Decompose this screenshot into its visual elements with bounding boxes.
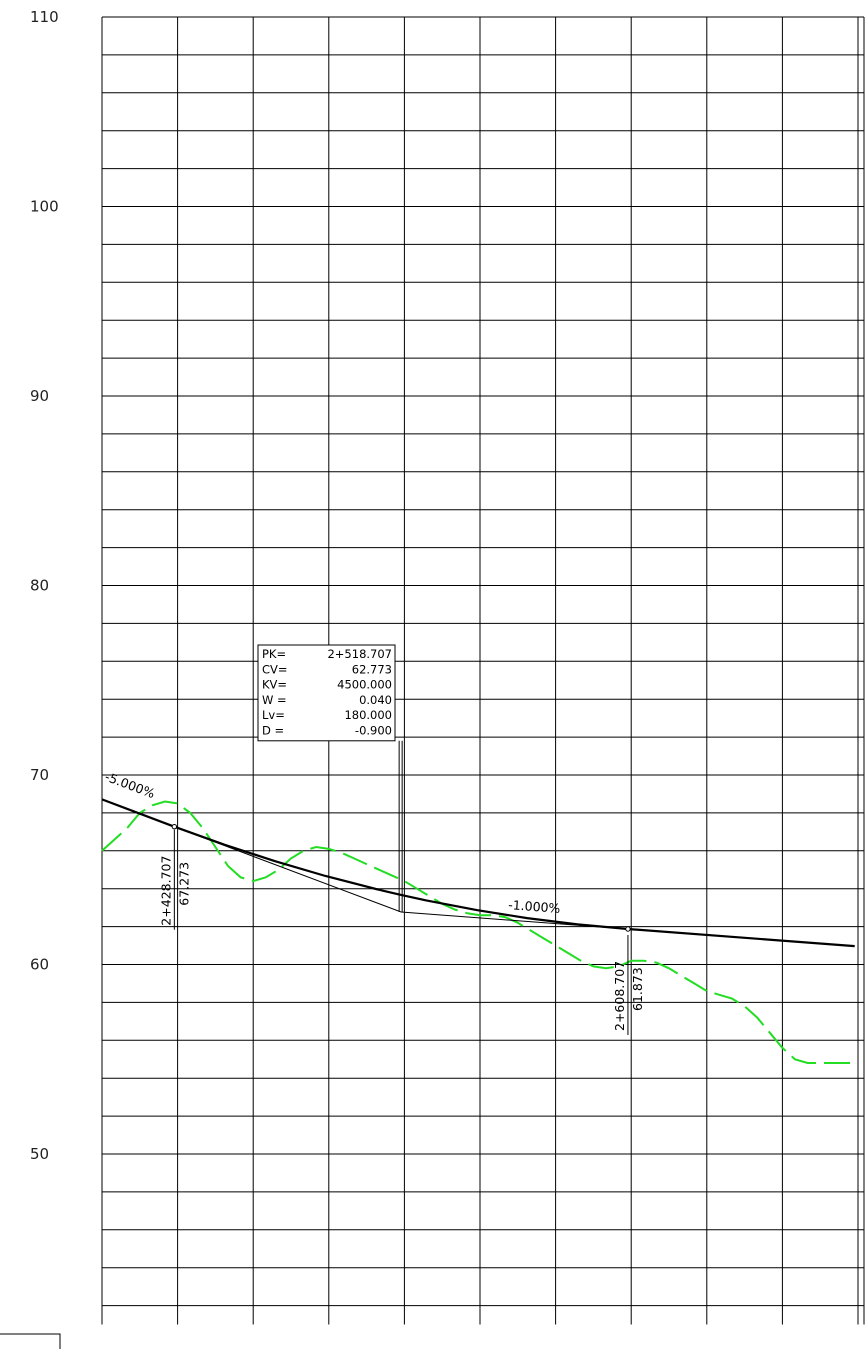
curve-info-value: -0.900 (355, 724, 392, 738)
y-tick-label: 60 (30, 956, 49, 974)
series-terrain (101, 800, 858, 1064)
y-tick-label: 100 (30, 198, 59, 216)
frame-fragment (0, 1333, 61, 1349)
y-tick-label: 80 (30, 577, 49, 595)
curve-info-value: 0.040 (359, 693, 392, 707)
curve-info-key: D = (262, 724, 284, 738)
curve-info-value: 180.000 (344, 708, 392, 722)
y-tick-label: 50 (30, 1145, 49, 1163)
curve-info-key: Lv= (262, 708, 285, 722)
curve-info-value: 62.773 (352, 662, 392, 676)
curve-info-box (257, 644, 396, 742)
series-vertical-curve (101, 798, 855, 948)
y-axis-ticks: 110 100 90 80 70 60 50 (30, 8, 59, 1163)
bvc-station-label: 2+428.707 (158, 856, 173, 926)
curve-info-value: 4500.000 (337, 678, 392, 692)
annotation-layer: -5.000% -1.000% 2+428.707 67.273 2+608.707 61… (103, 644, 645, 1036)
curve-info-key: KV= (262, 678, 287, 692)
y-tick-label: 90 (30, 387, 49, 405)
curve-info-key: PK= (262, 647, 286, 661)
y-tick-label: 110 (30, 8, 59, 26)
grid (0, 16, 865, 1349)
curve-info-key: W = (262, 693, 287, 707)
series-layer (101, 798, 858, 1064)
bvc-elevation-label: 67.273 (176, 862, 191, 906)
y-tick-label: 70 (30, 766, 49, 784)
grade-out-label: -1.000% (508, 897, 561, 916)
curve-info-value: 2+518.707 (327, 647, 392, 661)
evc-station-label: 2+608.707 (612, 961, 627, 1031)
evc-point (625, 926, 631, 932)
evc-elevation-label: 61.873 (630, 967, 645, 1011)
grade-in-label: -5.000% (103, 769, 157, 801)
bvc-point (171, 823, 178, 830)
curve-info-key: CV= (262, 662, 288, 676)
series-tangents (174, 826, 628, 930)
